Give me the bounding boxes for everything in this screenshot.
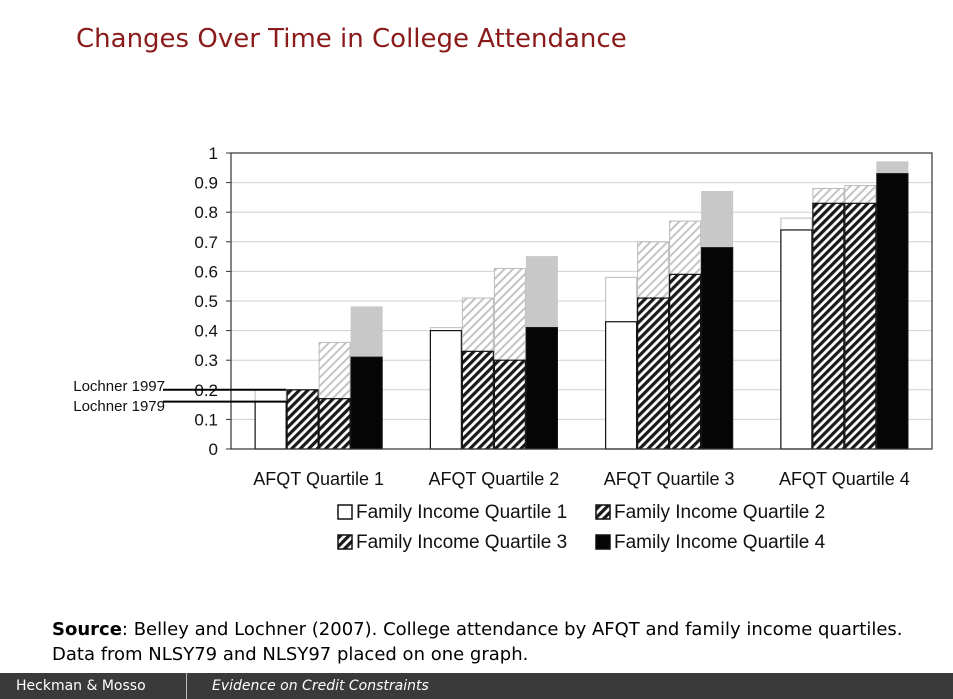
bar-1979 [254, 401, 287, 450]
y-tick-label: 0.1 [194, 410, 218, 429]
bars [254, 161, 909, 450]
x-tick-label: AFQT Quartile 3 [604, 469, 735, 489]
bar-1979 [461, 350, 494, 450]
y-axis-ticks: 00.10.20.30.40.50.60.70.80.91 [194, 144, 231, 459]
x-tick-label: AFQT Quartile 4 [779, 469, 910, 489]
annotation-label: Lochner 1997 [73, 378, 165, 395]
legend-swatch [595, 504, 611, 520]
x-tick-label: AFQT Quartile 1 [253, 469, 384, 489]
x-axis-labels: AFQT Quartile 1 AFQT Quartile 2 AFQT Quart… [253, 469, 909, 489]
y-tick-label: 0.4 [194, 322, 218, 341]
y-tick-label: 0.5 [194, 292, 218, 311]
legend-label: Family Income Quartile 4 [614, 532, 826, 553]
annotation-label: Lochner 1979 [73, 398, 165, 415]
bar-1979 [844, 202, 877, 450]
slide-title: Changes Over Time in College Attendance [76, 24, 627, 54]
bar-1979 [876, 173, 909, 450]
footer-divider [186, 673, 187, 699]
college-attendance-chart: 00.10.20.30.40.50.60.70.80.91 AFQT Quart… [73, 144, 933, 553]
source-note: Source: Belley and Lochner (2007). Colle… [52, 617, 912, 667]
footer-bar: Heckman & Mosso Evidence on Credit Const… [0, 673, 953, 699]
bar-1979 [429, 330, 462, 450]
bar-1979 [701, 247, 734, 450]
y-tick-label: 0.6 [194, 262, 218, 281]
bar-1979 [525, 327, 558, 450]
y-tick-label: 0.7 [194, 233, 218, 252]
bar-1979 [318, 398, 351, 450]
y-tick-label: 0.3 [194, 351, 218, 370]
footer-author: Heckman & Mosso [16, 678, 146, 694]
bar-1979 [605, 321, 638, 450]
legend-label: Family Income Quartile 1 [356, 502, 567, 523]
y-tick-label: 0 [209, 440, 218, 459]
legend-swatch [337, 504, 353, 520]
x-tick-label: AFQT Quartile 2 [429, 469, 560, 489]
bar-1979 [493, 359, 526, 450]
source-label: Source [52, 619, 122, 640]
bar-1979 [780, 229, 813, 450]
annotations: Lochner 1997 Lochner 1979 [73, 378, 287, 415]
y-tick-label: 0.8 [194, 203, 218, 222]
legend-swatch [337, 534, 353, 550]
bar-1979 [669, 273, 702, 450]
bar-1979 [812, 202, 845, 450]
source-text: : Belley and Lochner (2007). College att… [52, 619, 903, 665]
y-tick-label: 0.9 [194, 174, 218, 193]
bar-1979 [637, 297, 670, 450]
bar-1979 [350, 356, 383, 450]
legend-swatch [595, 534, 611, 550]
legend: Family Income Quartile 1 Family Income Qu… [337, 502, 826, 553]
bar-1979 [286, 389, 319, 450]
y-tick-label: 1 [209, 144, 218, 163]
footer-title: Evidence on Credit Constraints [212, 678, 429, 694]
legend-label: Family Income Quartile 2 [614, 502, 825, 523]
legend-label: Family Income Quartile 3 [356, 532, 567, 553]
